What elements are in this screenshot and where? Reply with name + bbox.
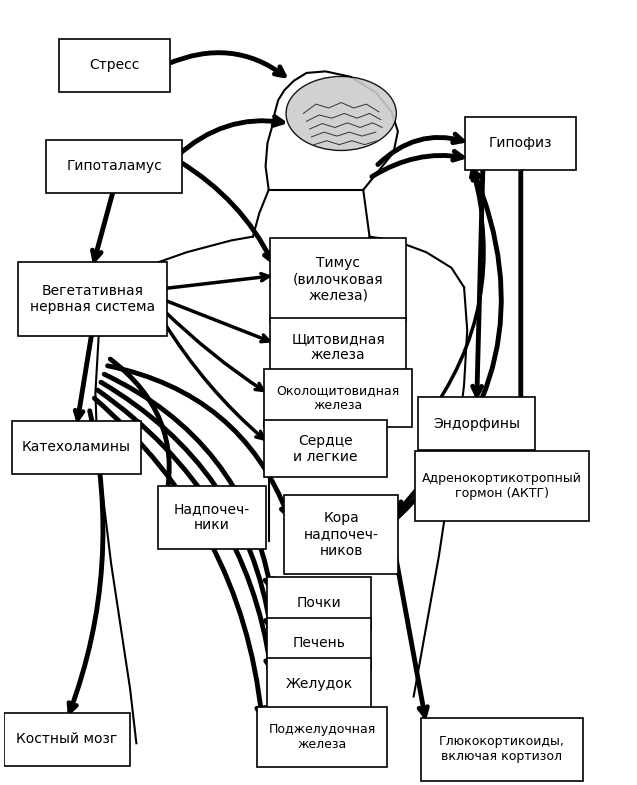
Text: Гипоталамус: Гипоталамус: [66, 159, 162, 173]
Ellipse shape: [286, 76, 396, 151]
Text: Кора
надпочеч-
ников: Кора надпочеч- ников: [304, 511, 378, 557]
FancyBboxPatch shape: [47, 140, 182, 193]
FancyBboxPatch shape: [267, 618, 371, 669]
Text: Надпочеч-
ники: Надпочеч- ники: [174, 502, 250, 532]
FancyBboxPatch shape: [59, 38, 170, 92]
FancyBboxPatch shape: [415, 451, 589, 521]
Text: Желудок: Желудок: [285, 677, 353, 691]
Text: Костный мозг: Костный мозг: [17, 732, 118, 747]
Text: Тимус
(вилочковая
железа): Тимус (вилочковая железа): [293, 256, 383, 303]
FancyBboxPatch shape: [421, 718, 583, 781]
Text: Стресс: Стресс: [89, 58, 140, 72]
Text: Почки: Почки: [297, 596, 341, 610]
Text: Вегетативная
нервная система: Вегетативная нервная система: [30, 284, 155, 314]
FancyBboxPatch shape: [11, 421, 141, 473]
FancyBboxPatch shape: [264, 420, 387, 477]
Text: Околощитовидная
железа: Околощитовидная железа: [276, 384, 399, 412]
Text: Катехоламины: Катехоламины: [22, 440, 131, 454]
Text: Сердце
и легкие: Сердце и легкие: [293, 433, 358, 464]
FancyBboxPatch shape: [284, 495, 398, 574]
FancyBboxPatch shape: [158, 486, 266, 549]
FancyBboxPatch shape: [267, 577, 371, 629]
FancyBboxPatch shape: [267, 659, 371, 710]
Text: Щитовидная
железа: Щитовидная железа: [291, 332, 385, 363]
Text: Адренокортикотропный
гормон (АКТГ): Адренокортикотропный гормон (АКТГ): [422, 472, 582, 500]
Text: Поджелудочная
железа: Поджелудочная железа: [269, 723, 376, 751]
FancyBboxPatch shape: [270, 238, 406, 321]
Text: Глюкокортикоиды,
включая кортизол: Глюкокортикоиды, включая кортизол: [439, 736, 565, 764]
FancyBboxPatch shape: [466, 117, 576, 170]
FancyBboxPatch shape: [257, 706, 387, 768]
FancyBboxPatch shape: [4, 713, 131, 766]
FancyBboxPatch shape: [18, 261, 167, 337]
FancyBboxPatch shape: [264, 369, 412, 427]
Text: Эндорфины: Эндорфины: [433, 417, 520, 431]
Text: Печень: Печень: [292, 637, 345, 651]
Text: Гипофиз: Гипофиз: [489, 136, 552, 150]
FancyBboxPatch shape: [270, 319, 406, 376]
FancyBboxPatch shape: [418, 397, 535, 450]
